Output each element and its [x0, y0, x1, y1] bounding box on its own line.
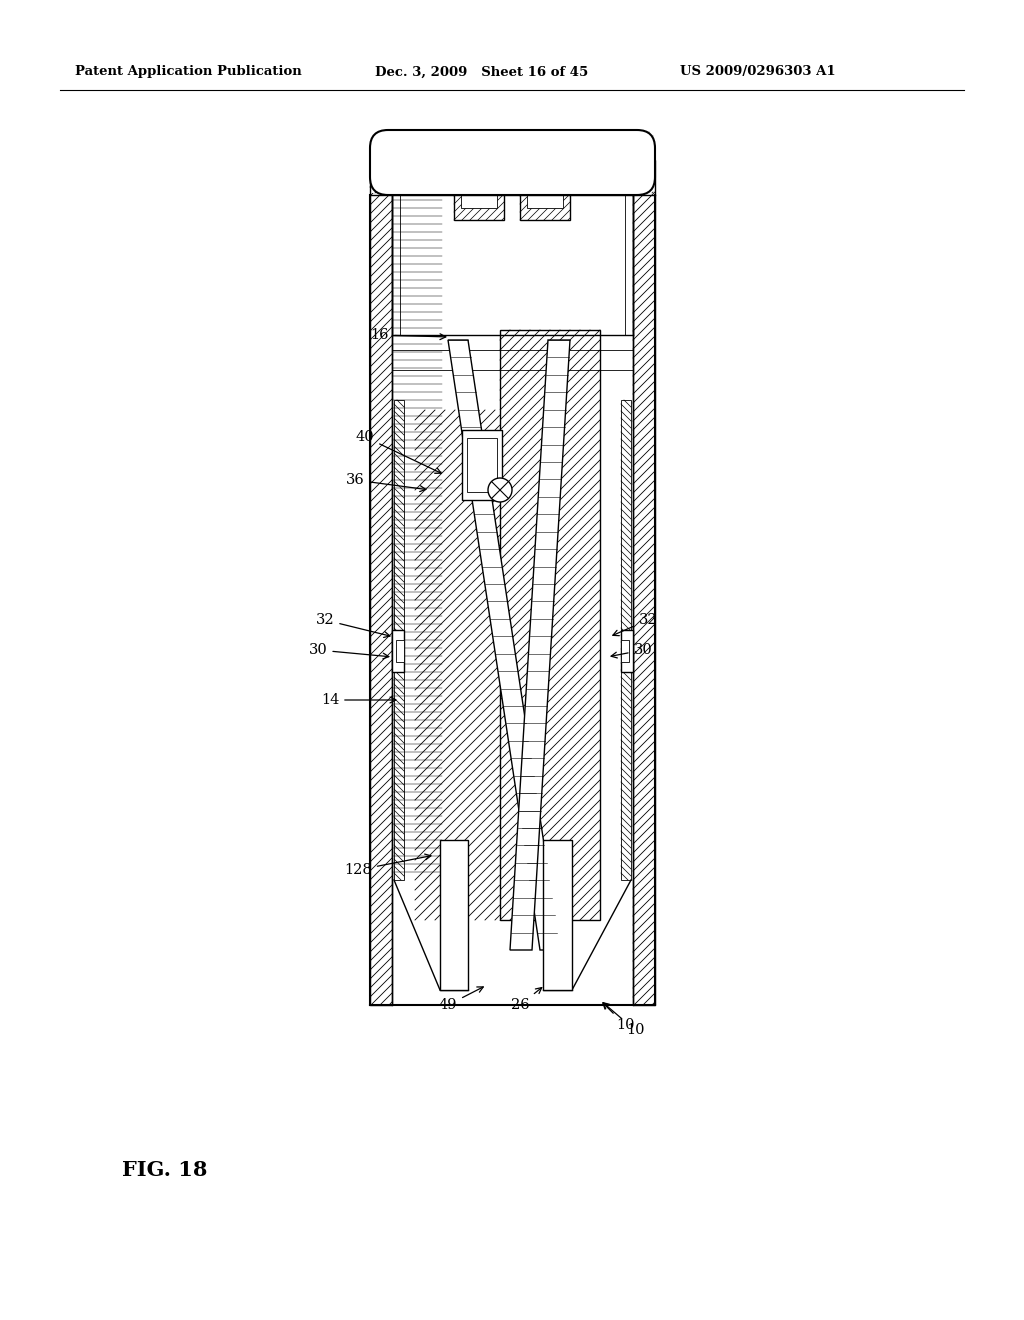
Text: 40: 40	[355, 430, 441, 474]
Bar	[633, 132, 653, 193]
Text: 10: 10	[603, 1003, 634, 1032]
Bar	[461, 148, 497, 209]
Text: 26: 26	[511, 987, 542, 1012]
Bar	[454, 140, 504, 220]
Polygon shape	[510, 341, 570, 950]
Bar	[621, 630, 633, 672]
Text: 30: 30	[611, 643, 652, 657]
Bar	[633, 160, 655, 1005]
Bar	[621, 400, 631, 880]
Text: Patent Application Publication: Patent Application Publication	[75, 66, 302, 78]
Text: FIG. 18: FIG. 18	[122, 1160, 208, 1180]
Bar	[633, 160, 655, 1005]
Bar	[392, 630, 404, 672]
Bar	[370, 160, 392, 1005]
Text: 128: 128	[344, 854, 431, 876]
Bar	[520, 140, 570, 220]
Text: 36: 36	[346, 473, 426, 491]
Text: 30: 30	[308, 643, 389, 659]
Text: 16: 16	[371, 327, 445, 342]
Bar	[440, 840, 468, 990]
Bar	[500, 330, 600, 920]
Bar	[396, 640, 404, 663]
Bar	[520, 140, 570, 220]
Bar	[621, 400, 631, 880]
Text: 14: 14	[321, 693, 396, 708]
Text: 10: 10	[603, 1003, 644, 1038]
Bar	[543, 840, 572, 990]
Text: Dec. 3, 2009   Sheet 16 of 45: Dec. 3, 2009 Sheet 16 of 45	[375, 66, 588, 78]
Text: US 2009/0296303 A1: US 2009/0296303 A1	[680, 66, 836, 78]
Bar	[394, 400, 404, 880]
Bar	[462, 430, 502, 500]
Text: 49: 49	[438, 987, 483, 1012]
Bar	[527, 148, 563, 209]
Bar	[500, 330, 600, 920]
Bar	[372, 132, 392, 193]
Bar	[415, 411, 500, 920]
Polygon shape	[449, 341, 560, 950]
Text: 32: 32	[315, 612, 390, 638]
Bar	[621, 640, 629, 663]
Circle shape	[488, 478, 512, 502]
Bar	[394, 400, 404, 880]
Bar	[370, 160, 392, 1005]
Text: 32: 32	[612, 612, 657, 636]
Bar	[454, 140, 504, 220]
FancyBboxPatch shape	[370, 129, 655, 195]
Bar	[467, 438, 497, 492]
